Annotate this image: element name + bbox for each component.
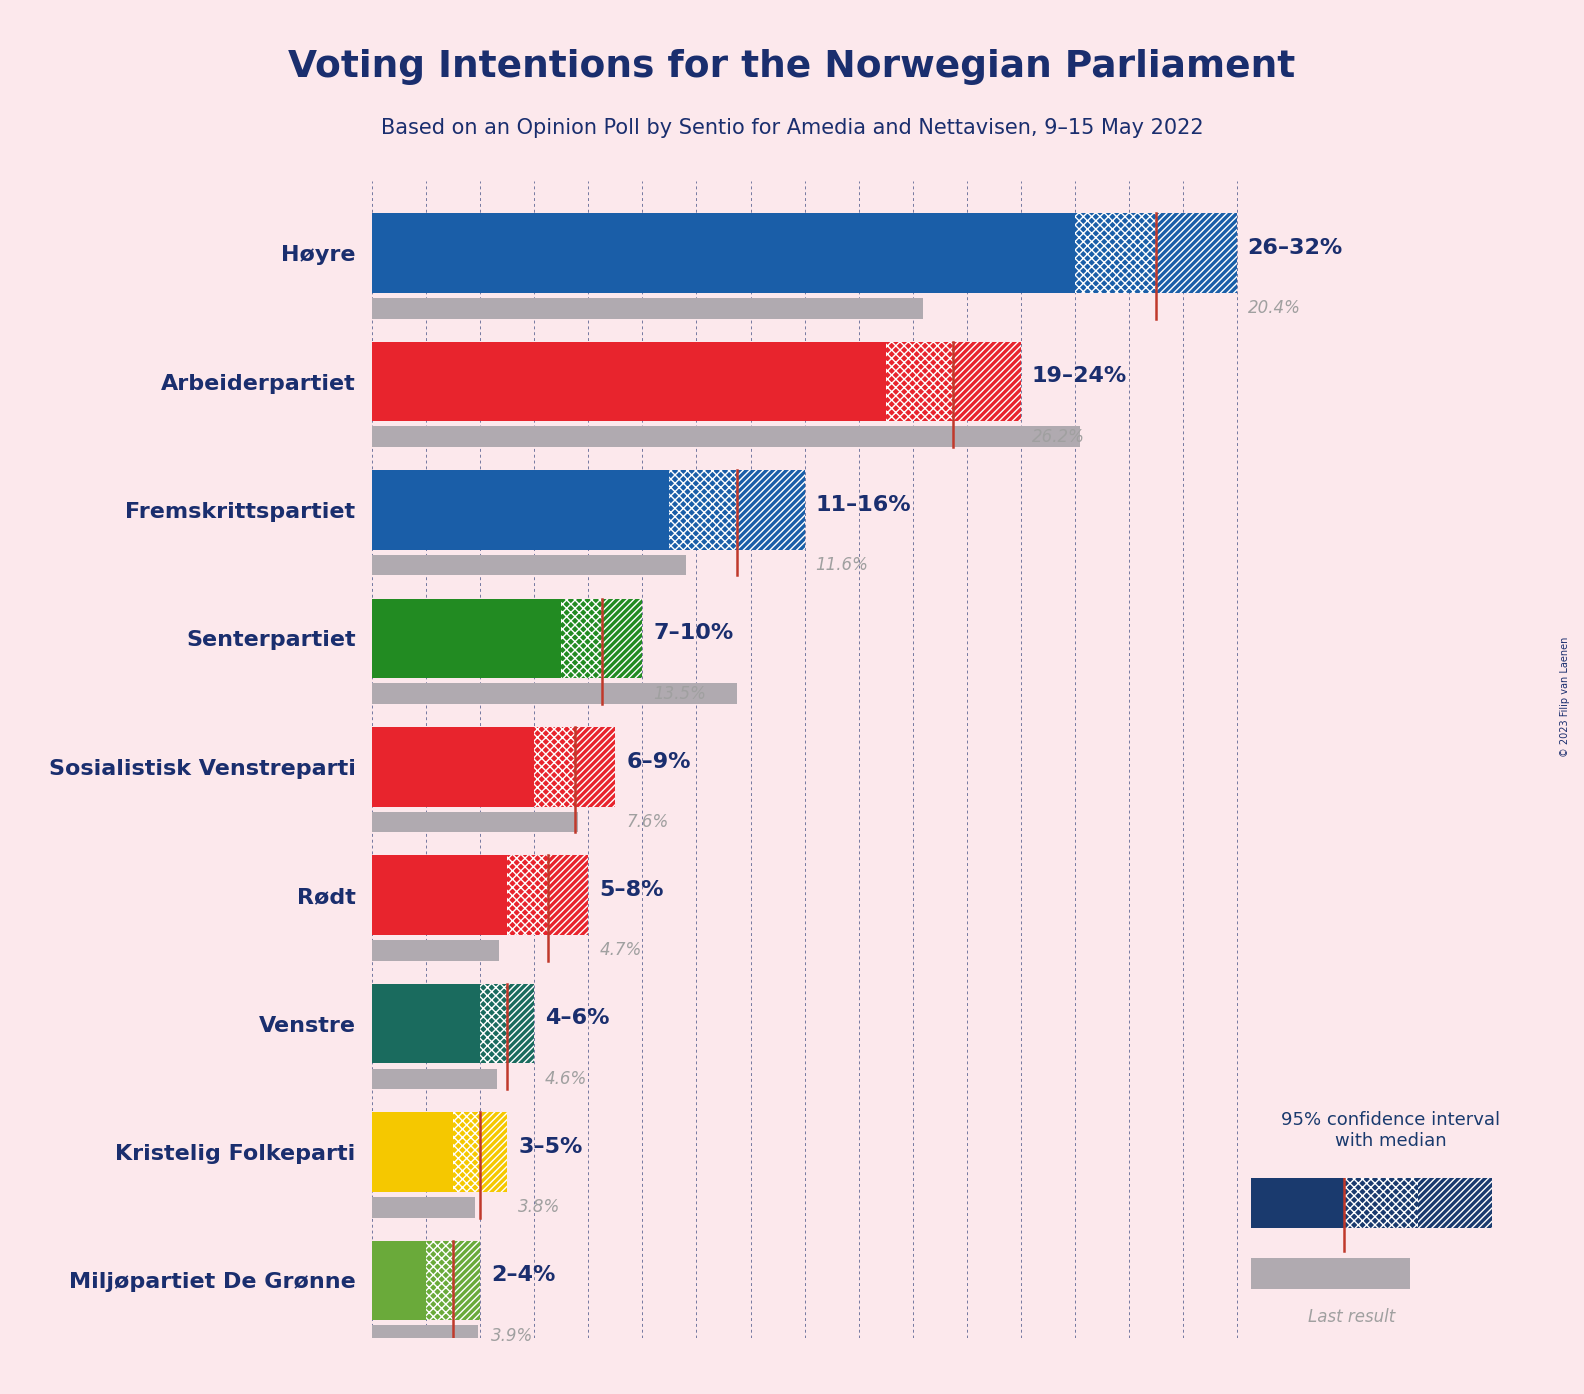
- Bar: [372, 1069, 496, 1089]
- Bar: [372, 427, 1080, 447]
- Bar: [372, 298, 923, 319]
- Bar: [1343, 1174, 1418, 1228]
- Text: 5–8%: 5–8%: [599, 880, 664, 901]
- Bar: [534, 728, 575, 807]
- Bar: [372, 1112, 453, 1192]
- Bar: [507, 856, 548, 935]
- Text: 4–6%: 4–6%: [545, 1008, 610, 1029]
- Bar: [1251, 1257, 1410, 1289]
- Text: 3.9%: 3.9%: [491, 1327, 534, 1345]
- Bar: [548, 856, 588, 935]
- Bar: [372, 811, 578, 832]
- Text: 3.8%: 3.8%: [518, 1199, 561, 1216]
- Bar: [372, 984, 480, 1064]
- Bar: [561, 598, 602, 679]
- Bar: [1076, 213, 1156, 293]
- Text: 6–9%: 6–9%: [626, 751, 691, 772]
- Bar: [1251, 1174, 1343, 1228]
- Text: 11.6%: 11.6%: [816, 556, 868, 574]
- Bar: [372, 1241, 426, 1320]
- Bar: [426, 1241, 453, 1320]
- Text: 95% confidence interval
with median: 95% confidence interval with median: [1281, 1111, 1500, 1150]
- Bar: [480, 1112, 507, 1192]
- Text: 19–24%: 19–24%: [1031, 367, 1126, 386]
- Bar: [954, 342, 1020, 421]
- Bar: [372, 598, 561, 679]
- Text: Last result: Last result: [1307, 1308, 1396, 1326]
- Bar: [602, 598, 643, 679]
- Bar: [1418, 1174, 1492, 1228]
- Bar: [372, 856, 507, 935]
- Text: 3–5%: 3–5%: [518, 1138, 583, 1157]
- Bar: [670, 470, 737, 549]
- Bar: [372, 342, 885, 421]
- Bar: [737, 470, 805, 549]
- Text: 4.6%: 4.6%: [545, 1069, 588, 1087]
- Text: 4.7%: 4.7%: [599, 941, 642, 959]
- Bar: [372, 940, 499, 960]
- Text: 2–4%: 2–4%: [491, 1266, 556, 1285]
- Text: 26.2%: 26.2%: [1031, 428, 1085, 446]
- Bar: [372, 1197, 475, 1217]
- Bar: [453, 1241, 480, 1320]
- Text: © 2023 Filip van Laenen: © 2023 Filip van Laenen: [1560, 637, 1570, 757]
- Bar: [575, 728, 616, 807]
- Text: Based on an Opinion Poll by Sentio for Amedia and Nettavisen, 9–15 May 2022: Based on an Opinion Poll by Sentio for A…: [380, 118, 1204, 138]
- Text: 26–32%: 26–32%: [1248, 238, 1343, 258]
- Bar: [372, 213, 1076, 293]
- Bar: [372, 683, 737, 704]
- Bar: [885, 342, 954, 421]
- Bar: [507, 984, 534, 1064]
- Bar: [372, 555, 686, 576]
- Bar: [372, 1326, 478, 1347]
- Bar: [480, 984, 507, 1064]
- Bar: [372, 470, 670, 549]
- Text: 20.4%: 20.4%: [1248, 300, 1300, 318]
- Bar: [453, 1112, 480, 1192]
- Text: Voting Intentions for the Norwegian Parliament: Voting Intentions for the Norwegian Parl…: [288, 49, 1296, 85]
- Text: 7–10%: 7–10%: [653, 623, 733, 643]
- Text: 11–16%: 11–16%: [816, 495, 911, 514]
- Bar: [372, 728, 534, 807]
- Text: 7.6%: 7.6%: [626, 813, 668, 831]
- Text: 13.5%: 13.5%: [653, 684, 706, 703]
- Bar: [1156, 213, 1237, 293]
